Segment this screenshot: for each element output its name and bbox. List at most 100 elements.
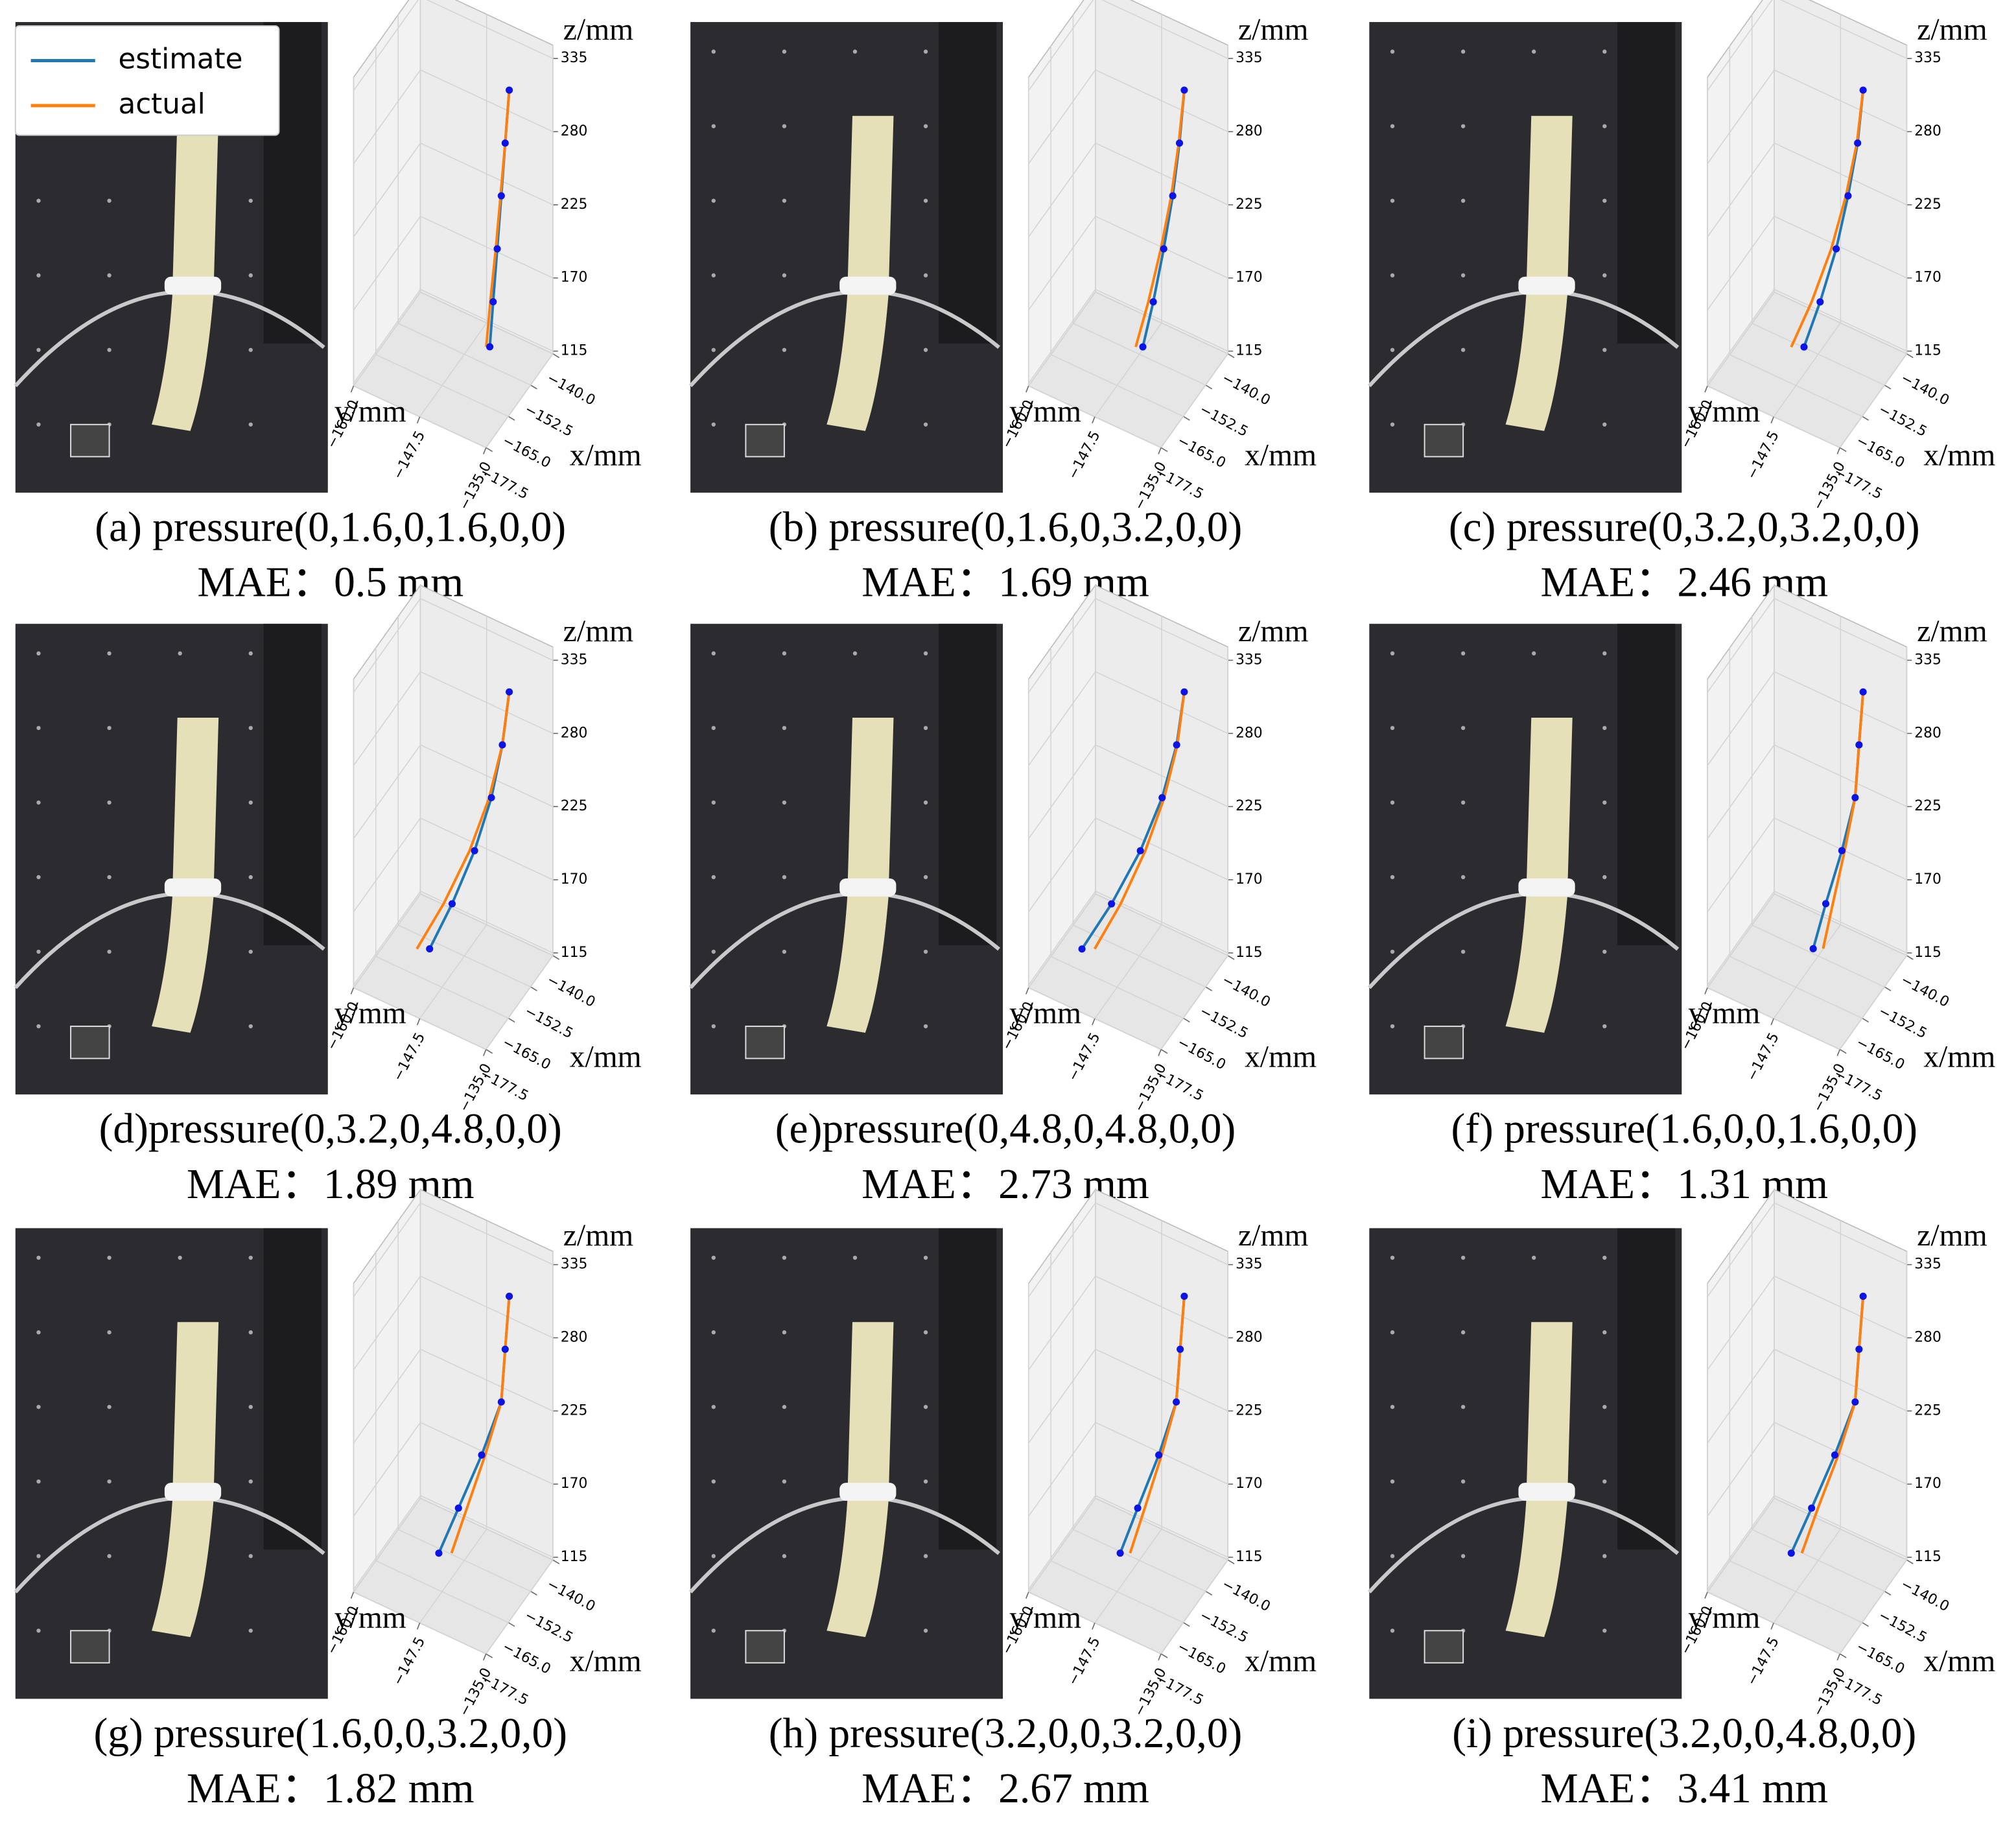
tick-mark bbox=[1839, 1653, 1847, 1658]
photo-dot bbox=[248, 875, 253, 880]
grid-line bbox=[1094, 1529, 1162, 1623]
photo-dot bbox=[711, 49, 716, 54]
z-axis-label: z/mm bbox=[1238, 615, 1308, 648]
z-tick-label: 170 bbox=[1914, 871, 1941, 888]
tick-mark bbox=[1884, 384, 1892, 390]
z-tick-label: 115 bbox=[1236, 1549, 1263, 1565]
photo-dot bbox=[1460, 1255, 1466, 1260]
grid-line bbox=[1839, 353, 1908, 448]
photo-dot bbox=[1460, 347, 1466, 352]
photo-dot bbox=[1390, 1479, 1395, 1484]
z-tick-label: 280 bbox=[561, 1329, 588, 1345]
tick-mark bbox=[1026, 987, 1029, 995]
photo-rail bbox=[1617, 1228, 1676, 1550]
series-line bbox=[1129, 1296, 1186, 1554]
x-axis-label: x/mm bbox=[1923, 438, 1995, 472]
photo-dot bbox=[1390, 1330, 1395, 1335]
photo-dot bbox=[782, 1255, 787, 1260]
photo-dot bbox=[1390, 124, 1395, 128]
z-tick-label: 225 bbox=[561, 1402, 588, 1419]
photo-dot bbox=[923, 875, 928, 880]
grid-line bbox=[1773, 322, 1841, 418]
photo-dot bbox=[248, 725, 253, 731]
grid-line bbox=[1028, 1202, 1096, 1297]
tick-mark bbox=[1182, 1621, 1190, 1627]
series-line bbox=[416, 691, 511, 950]
z-axis-label: z/mm bbox=[563, 13, 633, 47]
grid-line bbox=[1028, 818, 1096, 913]
x-tick-label: −152.5 bbox=[522, 1003, 576, 1042]
point-marker bbox=[1136, 847, 1144, 854]
tick-mark bbox=[483, 1653, 487, 1661]
grid-line bbox=[1028, 69, 1096, 165]
point-marker bbox=[1859, 1292, 1867, 1301]
z-axis-label: z/mm bbox=[1238, 13, 1308, 47]
legend-label: estimate bbox=[118, 43, 242, 75]
photo-dot bbox=[852, 1255, 858, 1260]
photo-tube bbox=[826, 718, 894, 1033]
point-marker bbox=[448, 900, 456, 908]
z-tick-label: 170 bbox=[1236, 270, 1263, 286]
x-tick-label: −140.0 bbox=[1219, 1576, 1273, 1615]
grid-line bbox=[1707, 1275, 1775, 1371]
z-tick-label: 280 bbox=[1236, 725, 1263, 741]
tick-mark bbox=[1839, 447, 1847, 453]
grid-line bbox=[1707, 216, 1775, 311]
grid-line bbox=[1839, 955, 1908, 1050]
photo-dot bbox=[1390, 273, 1395, 277]
photo-dot bbox=[923, 725, 928, 731]
photo-dot bbox=[248, 347, 253, 352]
z-tick-label: 115 bbox=[1914, 1549, 1941, 1565]
y-tick-label: −147.5 bbox=[390, 1634, 428, 1688]
photo-tube bbox=[1505, 115, 1573, 431]
z-tick-label: 115 bbox=[561, 945, 588, 961]
photo-dot bbox=[178, 1255, 182, 1260]
tick-mark bbox=[483, 447, 487, 454]
grid-line bbox=[353, 1498, 421, 1593]
tick-mark bbox=[1026, 385, 1029, 393]
photo-dot bbox=[1602, 1629, 1607, 1633]
z-tick-label: 115 bbox=[561, 343, 588, 359]
tick-mark bbox=[1836, 1049, 1841, 1056]
legend: estimate actual bbox=[14, 25, 280, 136]
photo-tube bbox=[152, 718, 219, 1033]
photo-dot bbox=[1390, 725, 1395, 731]
photo-dot bbox=[107, 1554, 111, 1559]
photo-dot bbox=[107, 198, 111, 203]
grid-line bbox=[1028, 1495, 1096, 1590]
photo-dot bbox=[1602, 1255, 1607, 1260]
photo-dot bbox=[782, 725, 787, 731]
x-tick-label: −152.5 bbox=[1197, 401, 1250, 440]
x-tick-label: −140.0 bbox=[544, 1576, 598, 1615]
tick-mark bbox=[1770, 1018, 1774, 1026]
grid-line bbox=[1707, 69, 1775, 165]
z-tick-label: 280 bbox=[1914, 123, 1941, 139]
photo-dot bbox=[711, 1330, 716, 1335]
photo-dot bbox=[782, 273, 787, 277]
photo-dot bbox=[107, 1479, 111, 1484]
photo-dot bbox=[711, 1024, 716, 1029]
z-tick-label: 225 bbox=[1236, 1402, 1263, 1419]
z-axis-label: z/mm bbox=[1917, 13, 1987, 47]
grid-line bbox=[1028, 216, 1096, 311]
tick-mark bbox=[1906, 1559, 1914, 1564]
tick-mark bbox=[1836, 1653, 1841, 1661]
photo-dot bbox=[36, 1404, 41, 1409]
point-marker bbox=[1833, 245, 1840, 253]
photo-dot bbox=[36, 1255, 41, 1260]
photo-dot bbox=[923, 198, 928, 203]
point-marker bbox=[1809, 945, 1817, 952]
series-line bbox=[485, 89, 511, 347]
point-marker bbox=[1851, 1398, 1859, 1406]
series-line bbox=[1790, 89, 1865, 348]
photo-dot bbox=[852, 49, 858, 54]
tick-mark bbox=[1182, 416, 1190, 421]
photo-dot bbox=[248, 422, 253, 427]
panel-caption: (a) pressure(0,1.6,0,1.6,0,0) bbox=[95, 504, 566, 550]
point-marker bbox=[486, 343, 494, 351]
grid-line bbox=[1160, 955, 1228, 1050]
photo-tube bbox=[826, 115, 894, 431]
tick-mark bbox=[1026, 1592, 1029, 1599]
photo-dot bbox=[1532, 651, 1536, 656]
tick-mark bbox=[1227, 1559, 1235, 1564]
